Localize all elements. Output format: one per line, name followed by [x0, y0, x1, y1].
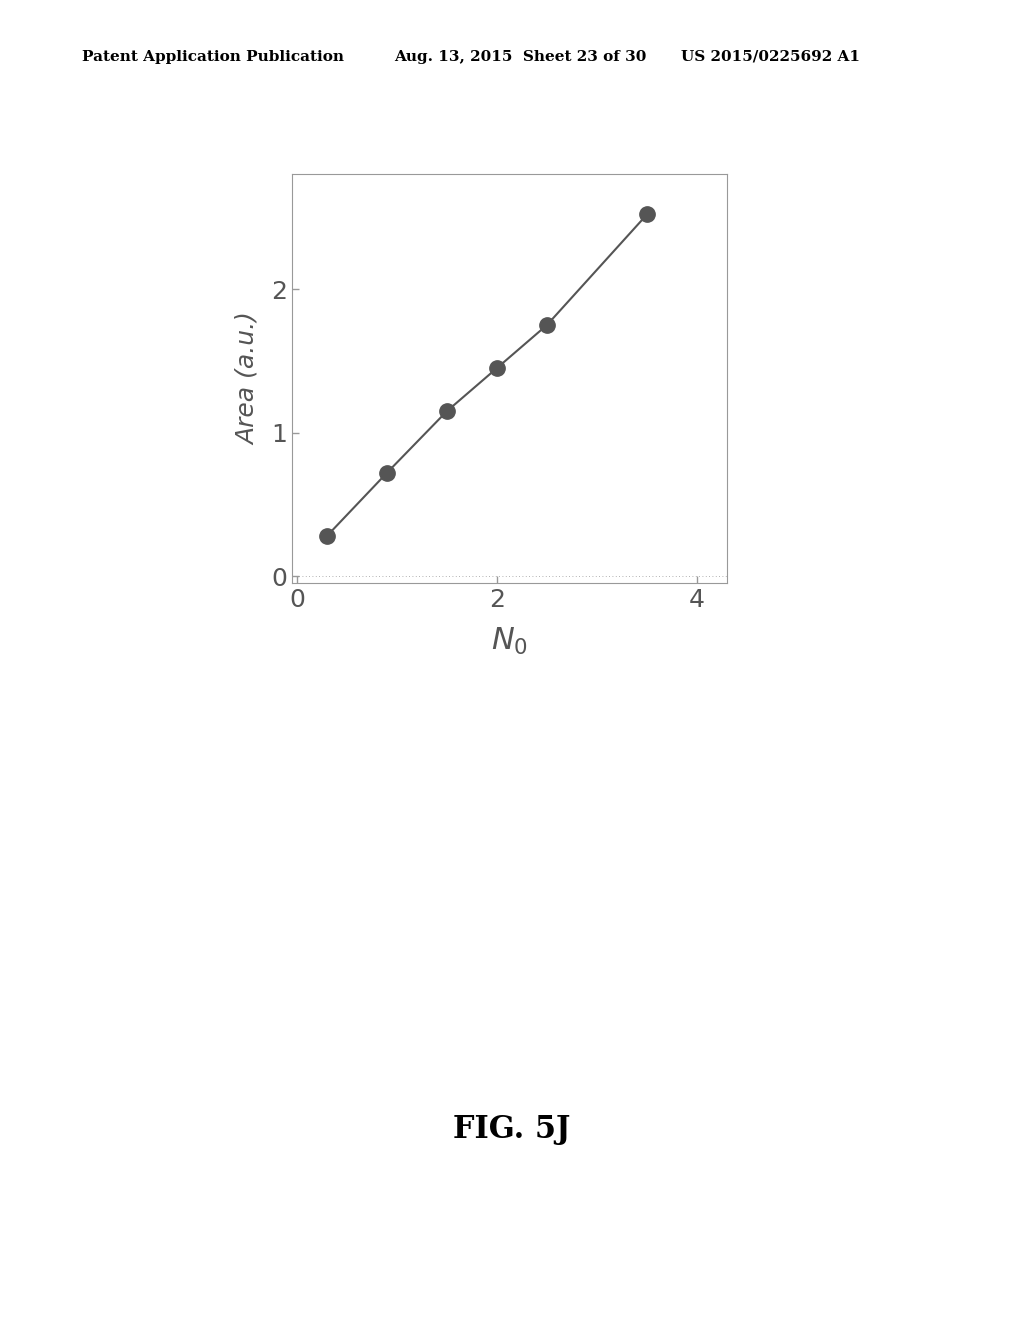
Point — [379, 462, 395, 483]
Point — [488, 358, 505, 379]
X-axis label: $N_0$: $N_0$ — [490, 626, 528, 657]
Point — [539, 314, 555, 335]
Point — [318, 525, 335, 546]
Y-axis label: Area (a.u.): Area (a.u.) — [236, 313, 260, 445]
Point — [639, 203, 655, 224]
Text: Aug. 13, 2015  Sheet 23 of 30: Aug. 13, 2015 Sheet 23 of 30 — [394, 50, 646, 63]
Text: US 2015/0225692 A1: US 2015/0225692 A1 — [681, 50, 860, 63]
Text: FIG. 5J: FIG. 5J — [454, 1114, 570, 1146]
Point — [438, 400, 455, 421]
Text: Patent Application Publication: Patent Application Publication — [82, 50, 344, 63]
